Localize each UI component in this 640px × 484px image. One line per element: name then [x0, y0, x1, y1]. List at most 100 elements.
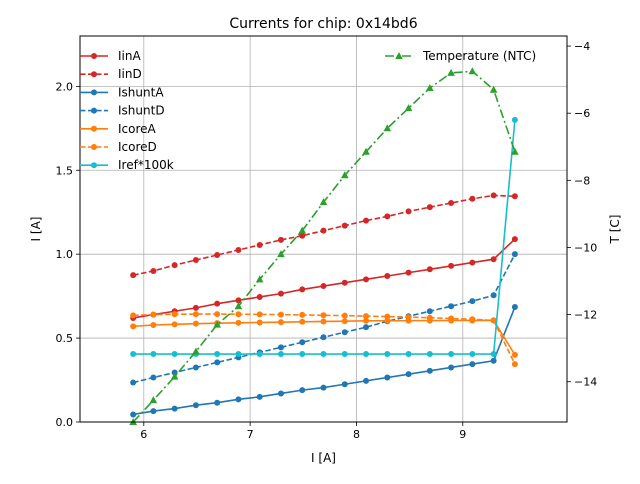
data-point: [363, 313, 370, 320]
x-axis-label: I [A]: [311, 451, 336, 465]
legend-marker: [91, 144, 97, 150]
data-point: [149, 396, 158, 404]
data-point: [277, 390, 284, 397]
data-point: [256, 351, 263, 358]
data-point: [171, 351, 178, 358]
y-tick-label: 0.5: [56, 332, 74, 345]
data-point: [404, 104, 413, 112]
data-point: [320, 283, 327, 290]
data-point: [150, 321, 157, 328]
data-point: [214, 351, 221, 358]
data-point: [426, 314, 433, 321]
x-tick-label: 8: [353, 428, 360, 441]
data-point: [363, 317, 370, 324]
data-point: [299, 232, 306, 239]
data-point: [192, 402, 199, 409]
data-point: [235, 319, 242, 326]
data-point: [363, 276, 370, 283]
data-point: [192, 364, 199, 371]
data-point: [192, 320, 199, 327]
legend-marker: [91, 107, 97, 114]
series-line: [133, 194, 515, 276]
data-point: [362, 147, 370, 155]
data-point: [341, 222, 348, 229]
data-point: [426, 308, 433, 315]
legend-item: IshuntA: [80, 85, 164, 99]
legend-item: Temperature (NTC): [385, 49, 536, 63]
data-point: [384, 272, 391, 279]
data-point: [490, 292, 497, 299]
legend-item: Iref*100k: [80, 158, 174, 172]
axes-frame: [79, 35, 568, 423]
data-point: [448, 315, 455, 322]
data-point: [511, 351, 518, 358]
data-point: [130, 323, 137, 330]
data-point: [489, 85, 498, 93]
data-point: [235, 297, 242, 304]
data-point: [405, 269, 412, 276]
data-point: [214, 300, 221, 307]
data-point: [363, 217, 370, 224]
data-point: [214, 359, 221, 366]
y-tick-label: 0.0: [56, 416, 74, 429]
y-tick-label: 2.0: [56, 80, 74, 93]
data-point: [469, 361, 476, 368]
data-point: [299, 339, 306, 346]
x-tick-label: 7: [247, 428, 254, 441]
data-point: [426, 84, 434, 92]
data-point: [171, 321, 178, 328]
legend-item: IshuntD: [80, 104, 165, 118]
data-point: [320, 312, 327, 319]
data-point: [130, 272, 137, 279]
data-point: [171, 405, 178, 412]
data-point: [363, 351, 370, 358]
y-tick-label: 1.5: [56, 164, 74, 177]
data-point: [490, 357, 497, 364]
legend-marker: [91, 53, 97, 59]
data-point: [256, 293, 263, 300]
data-point: [511, 193, 518, 200]
data-point: [511, 116, 518, 123]
legend-item: IinA: [80, 49, 141, 63]
data-point: [192, 304, 199, 311]
data-point: [299, 351, 306, 358]
data-point: [130, 411, 137, 418]
data-point: [299, 311, 306, 318]
legend-marker: [395, 52, 403, 59]
series-IshuntA: [130, 304, 518, 418]
data-point: [234, 302, 243, 310]
legend-label: Temperature (NTC): [422, 49, 536, 63]
data-point: [405, 314, 412, 321]
data-point: [299, 387, 306, 394]
data-point: [448, 303, 455, 310]
data-point: [235, 246, 242, 253]
series-IinD: [130, 192, 518, 279]
legend-marker: [91, 89, 97, 96]
data-point: [426, 266, 433, 273]
data-point: [448, 364, 455, 371]
series-line: [133, 238, 516, 319]
data-point: [384, 317, 391, 324]
data-point: [150, 374, 157, 381]
data-point: [170, 372, 179, 380]
data-point: [341, 351, 348, 358]
data-point: [277, 290, 284, 297]
data-point: [469, 298, 476, 305]
legend-item: IcoreD: [80, 140, 157, 154]
data-point: [277, 344, 284, 351]
data-point: [341, 312, 348, 319]
data-point: [405, 371, 412, 378]
data-point: [341, 329, 348, 336]
legend-label: IcoreD: [118, 140, 157, 154]
data-point: [341, 279, 348, 286]
legend-label: Iref*100k: [118, 158, 174, 172]
y2-tick-label: −4: [574, 40, 590, 53]
data-point: [299, 318, 306, 325]
data-point: [511, 236, 518, 243]
y-axis-right: −14 −12 −10 −8 −6 −4: [567, 40, 597, 389]
data-point: [405, 351, 412, 358]
data-point: [511, 304, 518, 311]
y-axis-left: 0.0 0.5 1.0 1.5 2.0: [56, 80, 80, 429]
data-point: [320, 334, 327, 341]
